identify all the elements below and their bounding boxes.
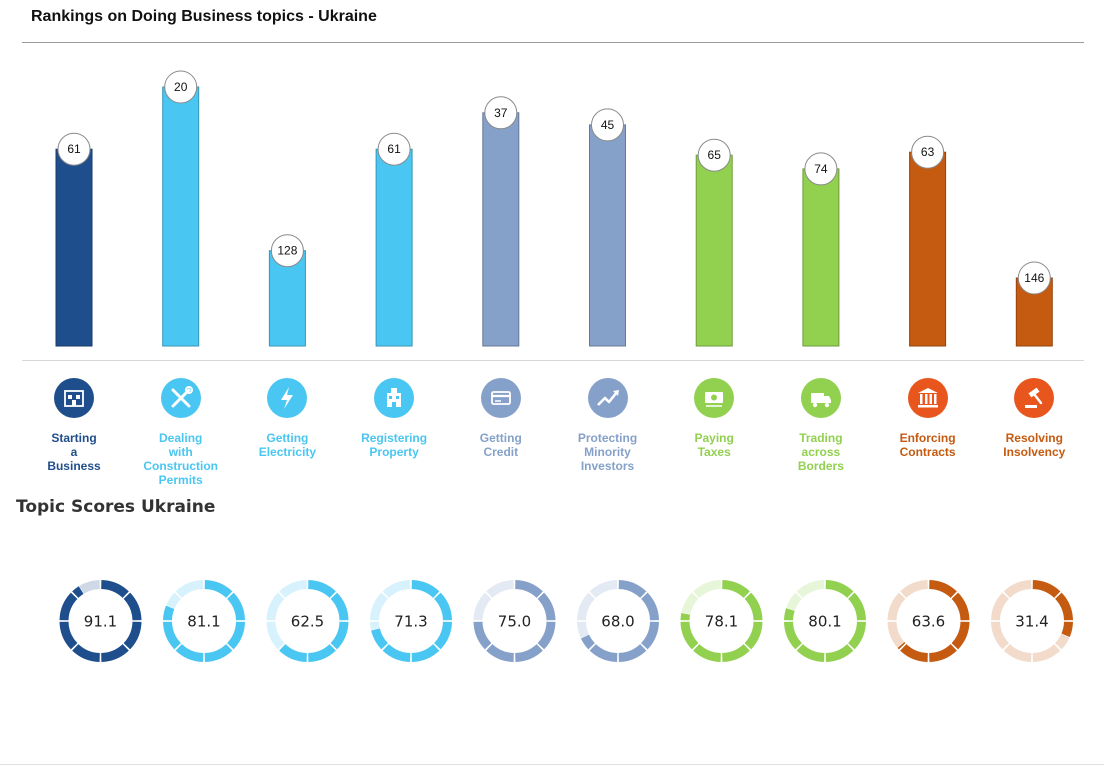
topic-label: Paying Taxes bbox=[694, 431, 734, 459]
bar-6[interactable] bbox=[589, 124, 626, 347]
score-donut-8[interactable] bbox=[784, 580, 866, 662]
bar-7[interactable] bbox=[695, 154, 733, 347]
bar-value-label-3: 128 bbox=[277, 244, 297, 258]
gavel-icon bbox=[1014, 378, 1055, 418]
topic-item[interactable]: Paying Taxes bbox=[659, 378, 769, 459]
score-value-label-7: 78.1 bbox=[705, 613, 738, 631]
topic-label: Getting Credit bbox=[479, 431, 522, 459]
topic-item[interactable]: Dealing with Construction Permits bbox=[126, 378, 236, 487]
score-donut-9[interactable] bbox=[887, 580, 970, 662]
topic-label: Trading across Borders bbox=[797, 431, 844, 473]
tools-icon bbox=[160, 378, 201, 418]
axis-divider bbox=[22, 360, 1084, 361]
topic-item[interactable]: Starting a Business bbox=[19, 378, 129, 473]
building-icon bbox=[54, 378, 94, 418]
ranking-bar-chart: 61 20 128 61 37 45 65 74 63 146 bbox=[55, 70, 1053, 347]
bar-value-label-9: 63 bbox=[921, 145, 935, 159]
topic-item[interactable]: Getting Electricity bbox=[232, 378, 342, 459]
topic-item[interactable]: Trading across Borders bbox=[766, 378, 876, 473]
bar-value-bubble-2 bbox=[164, 70, 198, 104]
score-value-label-9: 63.6 bbox=[912, 613, 945, 631]
topic-item[interactable]: Getting Credit bbox=[446, 378, 556, 459]
bar-4[interactable] bbox=[375, 148, 413, 347]
bar-value-label-4: 61 bbox=[387, 142, 401, 156]
topic-item[interactable]: Registering Property bbox=[339, 378, 449, 459]
bar-value-label-6: 45 bbox=[601, 118, 615, 132]
bar-value-bubble-4 bbox=[377, 132, 411, 166]
scores-section-title: Topic Scores Ukraine bbox=[16, 497, 216, 517]
topic-item[interactable]: Protecting Minority Investors bbox=[553, 378, 663, 473]
score-donut-6[interactable] bbox=[577, 580, 659, 662]
bar-8[interactable] bbox=[802, 168, 840, 347]
topic-label: Resolving Insolvency bbox=[1003, 431, 1066, 459]
bar-value-label-10: 146 bbox=[1024, 271, 1044, 285]
lightning-icon bbox=[267, 378, 308, 418]
topic-label: Registering Property bbox=[361, 431, 428, 459]
score-donut-2[interactable] bbox=[163, 580, 245, 662]
topic-item[interactable]: Enforcing Contracts bbox=[873, 378, 983, 459]
bar-1[interactable] bbox=[55, 148, 93, 347]
truck-icon bbox=[800, 378, 841, 418]
money-icon bbox=[694, 378, 735, 418]
score-donut-5[interactable] bbox=[473, 580, 556, 662]
score-donut-10[interactable] bbox=[991, 580, 1073, 662]
topic-score-donuts: 91.1 81.1 62.5 71.3 75.0 68.0 78.1 80.1 63.6 31.4 bbox=[59, 580, 1073, 662]
courthouse-icon bbox=[907, 378, 948, 418]
credit-card-icon bbox=[480, 378, 521, 418]
bar-5[interactable] bbox=[482, 112, 520, 347]
property-icon bbox=[374, 378, 415, 418]
bar-value-label-5: 37 bbox=[494, 106, 508, 120]
topic-item[interactable]: Resolving Insolvency bbox=[979, 378, 1089, 459]
bar-2[interactable] bbox=[162, 86, 200, 347]
score-value-label-1: 91.1 bbox=[84, 613, 117, 631]
score-value-label-4: 71.3 bbox=[394, 613, 427, 631]
score-donut-4[interactable] bbox=[370, 580, 452, 662]
score-donut-3[interactable] bbox=[266, 580, 349, 662]
topic-label: Dealing with Construction Permits bbox=[143, 431, 219, 487]
bar-value-bubble-7 bbox=[697, 138, 731, 172]
trend-up-icon bbox=[587, 378, 628, 418]
bar-value-bubble-8 bbox=[804, 152, 838, 186]
topic-label: Getting Electricity bbox=[258, 431, 317, 459]
score-value-label-10: 31.4 bbox=[1015, 613, 1048, 631]
page-bottom-divider bbox=[0, 764, 1104, 765]
topic-label: Starting a Business bbox=[47, 431, 101, 473]
bar-value-bubble-10 bbox=[1017, 261, 1051, 295]
score-donut-7[interactable] bbox=[680, 580, 763, 662]
bar-value-bubble-1 bbox=[57, 132, 91, 166]
bar-value-label-8: 74 bbox=[814, 162, 828, 176]
score-value-label-5: 75.0 bbox=[498, 613, 531, 631]
bar-value-bubble-6 bbox=[591, 108, 624, 142]
score-value-label-6: 68.0 bbox=[601, 613, 634, 631]
bar-value-label-2: 20 bbox=[174, 80, 188, 94]
topic-label: Enforcing Contracts bbox=[899, 431, 956, 459]
title-divider bbox=[22, 42, 1084, 43]
bar-value-bubble-3 bbox=[270, 234, 304, 268]
bar-9[interactable] bbox=[909, 151, 947, 347]
bar-value-bubble-9 bbox=[911, 135, 945, 169]
bar-value-bubble-5 bbox=[484, 96, 518, 130]
score-value-label-3: 62.5 bbox=[291, 613, 324, 631]
score-value-label-2: 81.1 bbox=[187, 613, 220, 631]
topic-label: Protecting Minority Investors bbox=[577, 431, 638, 473]
score-donut-1[interactable] bbox=[59, 580, 142, 662]
score-value-label-8: 80.1 bbox=[808, 613, 841, 631]
chart-title: Rankings on Doing Business topics - Ukra… bbox=[31, 8, 377, 25]
bar-value-label-1: 61 bbox=[67, 142, 81, 156]
bar-value-label-7: 65 bbox=[708, 148, 722, 162]
